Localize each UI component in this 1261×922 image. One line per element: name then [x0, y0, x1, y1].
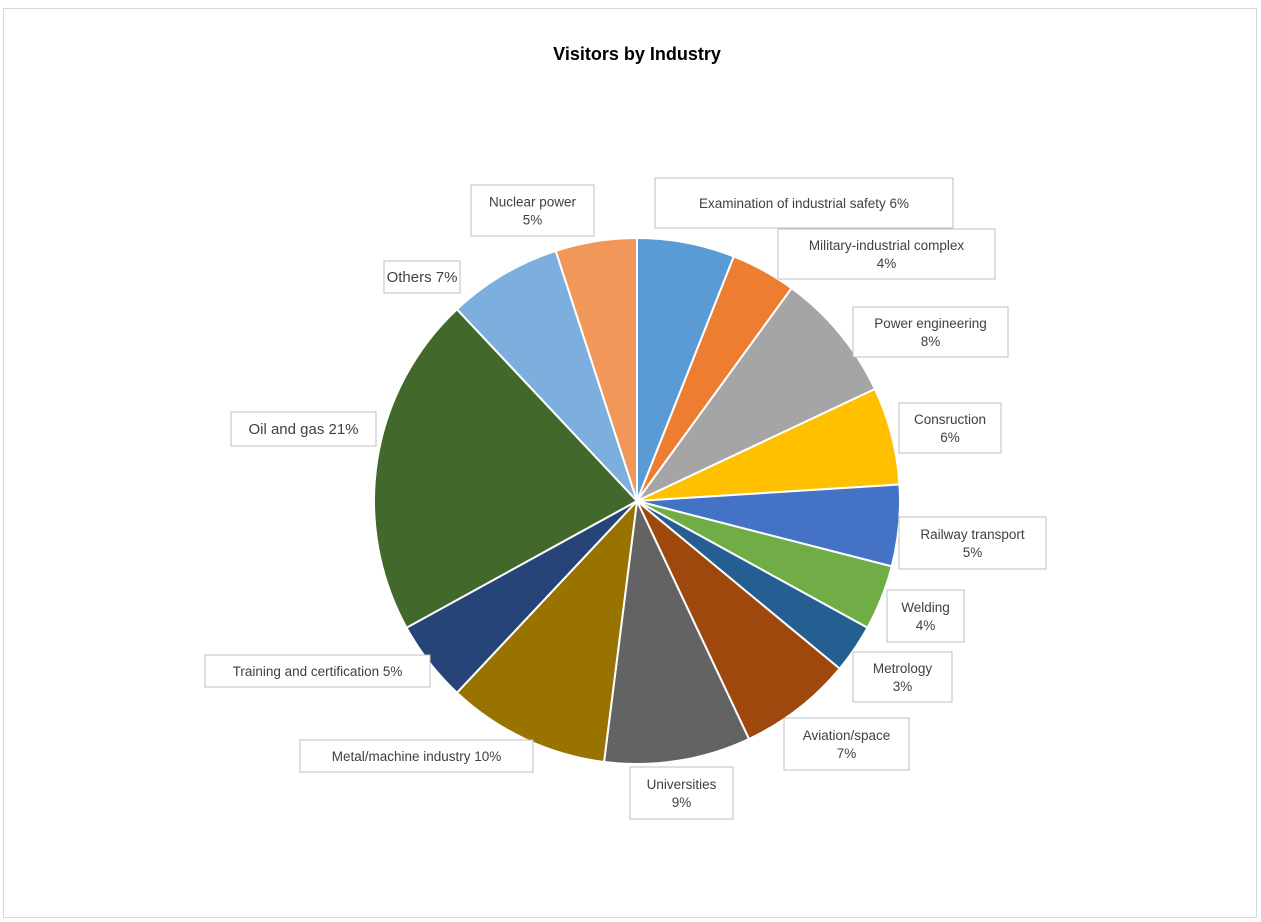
data-label-text: Others 7%	[387, 269, 458, 286]
data-label: Power engineering 8%	[852, 306, 1009, 358]
data-label: Metal/machine industry 10%	[299, 739, 534, 773]
pie-slice-power-engineering	[636, 286, 877, 502]
data-label-name: Nuclear power	[489, 195, 577, 210]
data-label-value: 9%	[672, 795, 692, 810]
data-label-name: Aviation/space	[803, 728, 891, 743]
data-label-name: Consruction	[914, 412, 986, 427]
pie-slice-nuclear-power	[554, 236, 638, 502]
data-label-value: 5%	[963, 545, 983, 560]
data-label: Welding 4%	[886, 589, 965, 643]
data-label-name: Railway transport	[920, 527, 1025, 542]
data-label-box	[230, 411, 377, 447]
data-label-name: Military-industrial complex	[809, 238, 965, 253]
data-label-box	[299, 739, 534, 773]
data-label-text: Metal/machine industry 10%	[332, 749, 502, 764]
data-label-box	[204, 654, 431, 688]
pie-slice-oil-and-gas	[373, 307, 639, 630]
data-label: Nuclear power 5%	[470, 184, 595, 237]
chart-title: Visitors by Industry	[553, 44, 721, 64]
data-label-box	[886, 589, 965, 643]
data-label-value: 5%	[523, 213, 543, 228]
data-label-text: Oil and gas 21%	[248, 421, 358, 438]
data-label: Consruction 6%	[898, 402, 1002, 454]
pie-slice-others	[455, 249, 638, 502]
data-label-box	[777, 228, 996, 280]
data-label: Others 7%	[383, 260, 461, 294]
data-label-box	[383, 260, 461, 294]
data-label-value: 3%	[893, 679, 913, 694]
data-label-box	[654, 177, 954, 229]
data-label: Universities 9%	[629, 766, 734, 820]
pie-slices	[373, 236, 901, 765]
pie-slice-universities	[602, 497, 751, 765]
data-label-box	[629, 766, 734, 820]
data-label-name: Welding	[901, 600, 950, 615]
data-label-box	[898, 516, 1047, 570]
data-label: Oil and gas 21%	[230, 411, 377, 447]
data-label: Metrology 3%	[852, 651, 953, 703]
data-label: Railway transport 5%	[898, 516, 1047, 570]
data-label: Examination of industrial safety 6%	[654, 177, 954, 229]
data-label-name: Universities	[647, 777, 717, 792]
data-label: Military-industrial complex 4%	[777, 228, 996, 280]
data-label-name: Power engineering	[874, 316, 987, 331]
data-label-value: 8%	[921, 334, 941, 349]
data-label: Aviation/space 7%	[783, 717, 910, 771]
data-label-box	[898, 402, 1002, 454]
data-label-value: 7%	[837, 746, 857, 761]
data-label-value: 6%	[940, 430, 960, 445]
data-label-value: 4%	[916, 618, 936, 633]
data-label-text: Training and certification 5%	[233, 664, 403, 679]
data-label-name: Metrology	[873, 661, 933, 676]
data-label-text: Examination of industrial safety 6%	[699, 196, 909, 211]
data-label-box	[783, 717, 910, 771]
data-label-box	[852, 651, 953, 703]
data-label-value: 4%	[877, 256, 897, 271]
pie-slice-aviation-space	[636, 500, 842, 741]
data-label-box	[852, 306, 1009, 358]
pie-slice-metal-machine-industry	[455, 498, 639, 764]
data-label-box	[470, 184, 595, 237]
data-labels: Examination of industrial safety 6% Milit…	[204, 177, 1047, 820]
data-label: Training and certification 5%	[204, 654, 431, 688]
